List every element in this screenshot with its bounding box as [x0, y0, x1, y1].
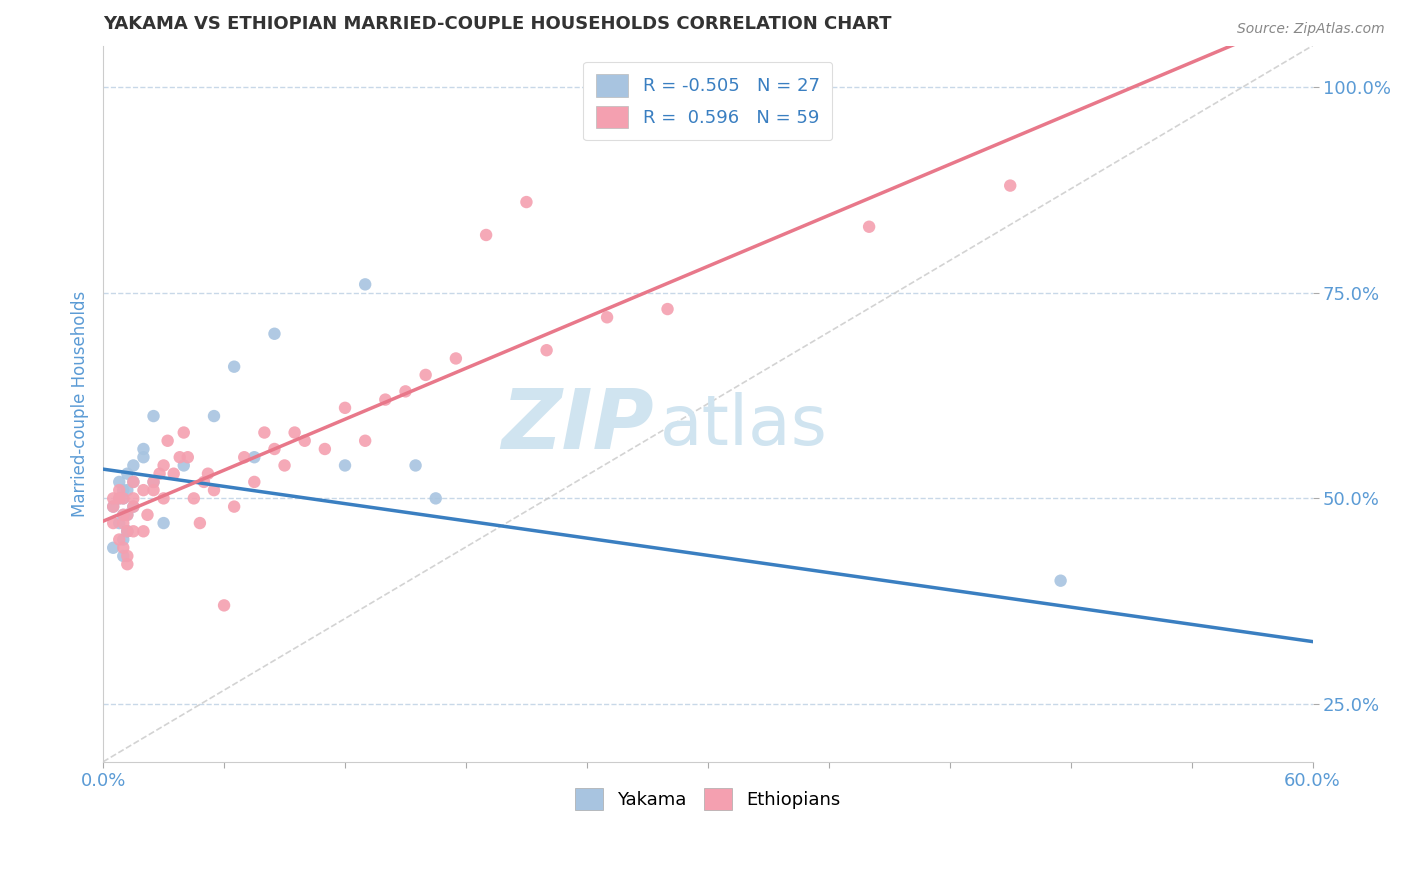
Point — [122, 491, 145, 506]
Point — [132, 450, 155, 465]
Point — [183, 491, 205, 506]
Point — [202, 409, 225, 423]
Text: ZIP: ZIP — [501, 384, 654, 466]
Point — [163, 467, 186, 481]
Point — [117, 558, 139, 572]
Point — [233, 450, 256, 465]
Point — [122, 500, 145, 514]
Point — [284, 425, 307, 440]
Point — [122, 475, 145, 489]
Point — [263, 442, 285, 456]
Point — [112, 483, 135, 497]
Point — [202, 483, 225, 497]
Point — [122, 458, 145, 473]
Point — [415, 368, 437, 382]
Point — [263, 326, 285, 341]
Point — [132, 442, 155, 456]
Point — [112, 508, 135, 522]
Point — [253, 425, 276, 440]
Point — [112, 541, 135, 555]
Point — [103, 500, 125, 514]
Text: YAKAMA VS ETHIOPIAN MARRIED-COUPLE HOUSEHOLDS CORRELATION CHART: YAKAMA VS ETHIOPIAN MARRIED-COUPLE HOUSE… — [103, 15, 891, 33]
Point — [405, 458, 427, 473]
Point — [122, 524, 145, 539]
Point — [112, 516, 135, 530]
Point — [354, 434, 377, 448]
Point — [425, 491, 447, 506]
Point — [117, 483, 139, 497]
Point — [132, 524, 155, 539]
Point — [103, 500, 125, 514]
Point — [103, 491, 125, 506]
Point — [142, 475, 165, 489]
Point — [173, 458, 195, 473]
Point — [354, 277, 377, 292]
Point — [117, 508, 139, 522]
Point — [142, 483, 165, 497]
Point — [858, 219, 880, 234]
Point — [117, 524, 139, 539]
Point — [444, 351, 467, 366]
Point — [197, 467, 219, 481]
Point — [117, 549, 139, 563]
Point — [314, 442, 336, 456]
Point — [333, 458, 356, 473]
Point — [117, 467, 139, 481]
Point — [224, 359, 246, 374]
Point — [148, 467, 170, 481]
Point — [394, 384, 416, 399]
Point — [136, 508, 159, 522]
Point — [243, 450, 266, 465]
Point — [657, 301, 679, 316]
Point — [177, 450, 200, 465]
Point — [142, 409, 165, 423]
Point — [108, 533, 131, 547]
Point — [536, 343, 558, 358]
Point — [188, 516, 211, 530]
Point — [117, 524, 139, 539]
Point — [112, 533, 135, 547]
Point — [152, 516, 174, 530]
Y-axis label: Married-couple Households: Married-couple Households — [72, 291, 89, 516]
Point — [173, 425, 195, 440]
Point — [152, 458, 174, 473]
Point — [1000, 178, 1022, 193]
Point — [152, 491, 174, 506]
Point — [108, 483, 131, 497]
Point — [103, 516, 125, 530]
Point — [224, 500, 246, 514]
Point — [1150, 763, 1173, 777]
Point — [108, 491, 131, 506]
Point — [1049, 574, 1071, 588]
Point — [169, 450, 191, 465]
Point — [596, 310, 619, 325]
Text: Source: ZipAtlas.com: Source: ZipAtlas.com — [1237, 22, 1385, 37]
Point — [333, 401, 356, 415]
Point — [108, 475, 131, 489]
Legend: Yakama, Ethiopians: Yakama, Ethiopians — [568, 780, 848, 817]
Point — [475, 227, 498, 242]
Point — [193, 475, 215, 489]
Point — [132, 483, 155, 497]
Point — [212, 599, 235, 613]
Text: atlas: atlas — [659, 392, 827, 458]
Point — [108, 516, 131, 530]
Point — [156, 434, 179, 448]
Point — [374, 392, 396, 407]
Point — [122, 500, 145, 514]
Point — [117, 508, 139, 522]
Point — [112, 549, 135, 563]
Point — [112, 508, 135, 522]
Point — [108, 491, 131, 506]
Point — [103, 541, 125, 555]
Point — [117, 524, 139, 539]
Point — [243, 475, 266, 489]
Point — [273, 458, 295, 473]
Point — [142, 475, 165, 489]
Point — [294, 434, 316, 448]
Point — [112, 491, 135, 506]
Point — [112, 491, 135, 506]
Point — [122, 475, 145, 489]
Point — [515, 195, 537, 210]
